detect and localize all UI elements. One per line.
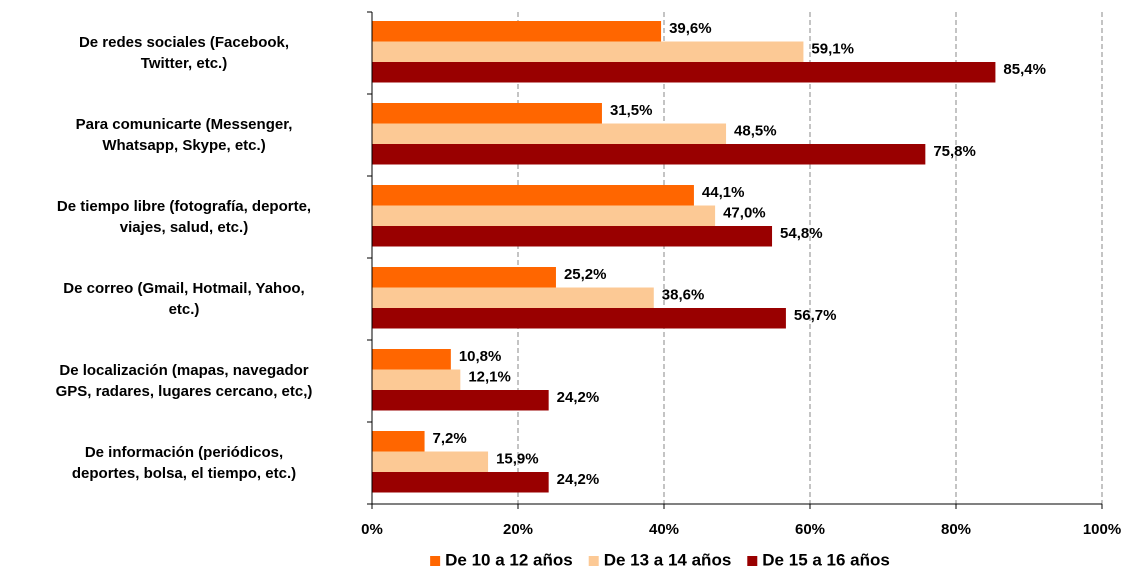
value-label: 7,2% [433,430,467,447]
value-label: 75,8% [933,143,976,160]
value-label: 12,1% [468,369,511,386]
bar [372,41,804,62]
bar [372,226,773,247]
value-label: 54,8% [780,225,823,242]
value-label: 85,4% [1003,61,1046,78]
category-label: De redes sociales (Facebook, Twitter, et… [78,34,290,72]
bar [372,451,489,472]
bar [372,267,556,288]
category-label: De localización (mapas, navegador GPS, r… [55,362,313,400]
bar [372,205,716,226]
x-tick-label: 20% [503,521,533,538]
bar [372,390,549,411]
bar [372,21,662,42]
legend-swatch [588,556,599,566]
bar [372,472,549,493]
value-label: 47,0% [723,205,766,222]
legend-label: De 13 a 14 años [604,550,732,569]
value-label: 25,2% [564,266,607,283]
value-label: 38,6% [662,287,705,304]
value-label: 44,1% [702,184,745,201]
category-label: De información (periódicos, deportes, bo… [71,444,297,482]
value-label: 39,6% [669,20,712,37]
value-label: 24,2% [557,389,600,406]
value-label: 10,8% [459,348,502,365]
bar [372,62,996,83]
value-label: 31,5% [610,102,653,119]
bar [372,103,602,124]
bar [372,185,694,206]
legend-label: De 15 a 16 años [762,550,890,569]
category-label: De tiempo libre (fotografía, deporte, vi… [56,198,312,236]
x-tick-label: 60% [795,521,825,538]
x-tick-label: 40% [649,521,679,538]
x-tick-label: 100% [1083,521,1121,538]
legend-swatch [747,556,758,566]
x-tick-label: 80% [941,521,971,538]
value-label: 24,2% [557,471,600,488]
x-tick-label: 0% [361,521,383,538]
legend-label: De 10 a 12 años [445,550,573,569]
value-label: 56,7% [794,307,837,324]
value-label: 59,1% [811,41,854,58]
bar [372,308,786,329]
bar [372,369,461,390]
bar [372,144,926,165]
bar [372,431,425,452]
value-label: 48,5% [734,123,777,140]
bar [372,349,451,370]
legend-swatch [430,556,441,566]
category-label: De correo (Gmail, Hotmail, Yahoo, etc.) [63,280,305,318]
bar [372,287,654,308]
bar [372,123,727,144]
category-label: Para comunicarte (Messenger, Whatsapp, S… [75,116,293,154]
value-label: 15,9% [496,451,539,468]
